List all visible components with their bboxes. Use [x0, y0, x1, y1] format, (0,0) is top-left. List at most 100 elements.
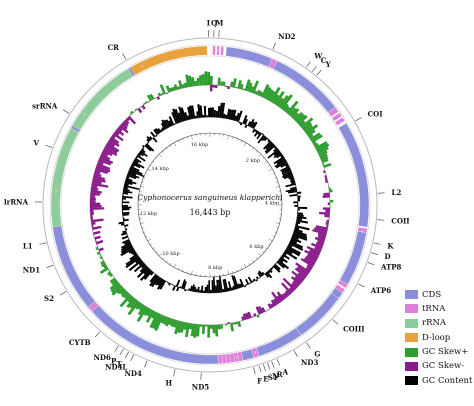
gc-content-bar: [276, 153, 283, 159]
gc-content-bar: [122, 201, 130, 204]
gene-label-f: F: [257, 376, 262, 385]
gc-skew-bar: [290, 276, 301, 286]
gc-skew-bar: [242, 313, 248, 320]
gc-skew-bar: [92, 225, 102, 230]
gc-skew-bar: [99, 156, 114, 164]
gc-content-bar: [233, 115, 237, 121]
gc-content-bar: [277, 259, 290, 270]
gc-content-bar: [267, 139, 271, 143]
gc-content-bar: [224, 114, 228, 119]
gc-content-bar: [159, 280, 166, 290]
gc-skew-bar: [191, 77, 195, 87]
gc-skew-bar: [117, 126, 123, 132]
gc-content-bar: [197, 104, 201, 118]
gc-content-bar: [196, 111, 199, 118]
gc-content-bar: [177, 112, 183, 122]
gene-leader-line: [46, 264, 54, 268]
gc-content-bar: [172, 285, 176, 291]
scale-tick: [257, 153, 262, 158]
legend-label: CDS: [422, 289, 442, 300]
gc-skew-bar: [258, 306, 264, 314]
gc-skew-bar: [127, 115, 137, 125]
gc-skew-bar: [173, 319, 178, 328]
gc-skew-bar: [188, 75, 193, 87]
gc-content-bar: [288, 190, 298, 194]
gene-label-coiii: COIII: [343, 325, 365, 334]
gc-skew-bar: [210, 324, 213, 329]
gc-content-bar: [120, 223, 125, 226]
gc-skew-bar: [185, 74, 190, 88]
scale-tick: [268, 243, 270, 246]
scale-tick: [236, 269, 238, 272]
legend-item-gc-skew-minus: GC Skew-: [405, 360, 474, 373]
scale-tick: [240, 267, 243, 270]
gene-q-arc: [216, 45, 220, 56]
outer-ring: [42, 37, 378, 373]
gc-content-bar: [145, 143, 155, 152]
gc-skew-bar: [110, 283, 121, 293]
gc-content-bar: [291, 181, 296, 185]
gc-content-bar: [267, 148, 279, 159]
gc-skew-bar: [129, 299, 138, 309]
gene-leader-line: [114, 345, 119, 352]
gc-content-bar: [141, 144, 145, 148]
gene-leader-line: [293, 350, 298, 357]
gc-skew-bar: [119, 288, 127, 296]
gc-skew-bar: [217, 324, 221, 330]
gc-skew-bar: [95, 165, 111, 173]
gc-skew-bar: [320, 155, 329, 161]
gc-content-bar: [193, 286, 197, 292]
gc-content-bar: [167, 282, 170, 284]
gc-skew-bar: [137, 304, 146, 316]
gc-skew-bar: [99, 253, 102, 257]
gene-leader-line: [377, 219, 385, 221]
gc-content-bar: [202, 290, 205, 293]
gc-content-bar: [122, 199, 123, 202]
scale-tick: [177, 267, 180, 270]
scale-tick: [227, 270, 229, 275]
gc-skew-bar: [327, 202, 330, 205]
gc-content-bar: [122, 206, 132, 209]
legend: CDS tRNA rRNA D-loop GC Skew+ GC Skew- G…: [405, 288, 474, 389]
gc-skew-bar: [304, 249, 319, 259]
gc-skew-bar: [111, 279, 118, 286]
gc-skew-bar: [135, 302, 142, 310]
gc-content-bar: [228, 109, 233, 120]
gc-content-bar: [194, 115, 198, 119]
gc-content-bar: [154, 128, 160, 134]
gc-content-bar: [171, 111, 178, 124]
gc-content-bar: [239, 278, 245, 287]
gc-content-bar: [186, 289, 189, 291]
scale-tick: [186, 271, 188, 274]
gc-skew-bar: [270, 299, 277, 307]
gc-skew-bar: [314, 227, 328, 233]
gc-skew-bar: [102, 258, 104, 261]
gc-content-bar: [219, 102, 223, 118]
gc-skew-bar: [143, 307, 150, 316]
gc-skew-bar: [108, 138, 120, 147]
gc-content-bar: [266, 271, 273, 279]
gc-skew-bar: [227, 86, 231, 90]
gc-content-bar: [297, 199, 301, 202]
scale-tick: [232, 136, 234, 139]
gc-skew-bar: [90, 207, 105, 211]
gc-content-bar: [174, 108, 182, 123]
gc-skew-bar: [112, 275, 115, 278]
gc-skew-bar: [300, 117, 314, 129]
gc-skew-bar: [157, 92, 162, 97]
gene-label-atp8: ATP8: [380, 263, 402, 272]
gc-content-bar: [166, 280, 168, 283]
gc-skew-bar: [253, 313, 257, 317]
gc-content-bar: [296, 217, 303, 221]
scale-tick: [150, 243, 152, 246]
gc-content-bar: [123, 184, 140, 190]
gc-content-bar: [293, 201, 298, 204]
gc-content-bar: [121, 235, 129, 240]
gc-skew-bar: [299, 120, 306, 127]
scale-tick: [227, 135, 229, 140]
gc-content-bar: [297, 197, 301, 200]
gene-label-p: P: [111, 357, 117, 366]
gc-content-bar: [124, 224, 129, 227]
gc-skew-bar: [328, 187, 331, 190]
gc-content-bar: [172, 284, 175, 286]
